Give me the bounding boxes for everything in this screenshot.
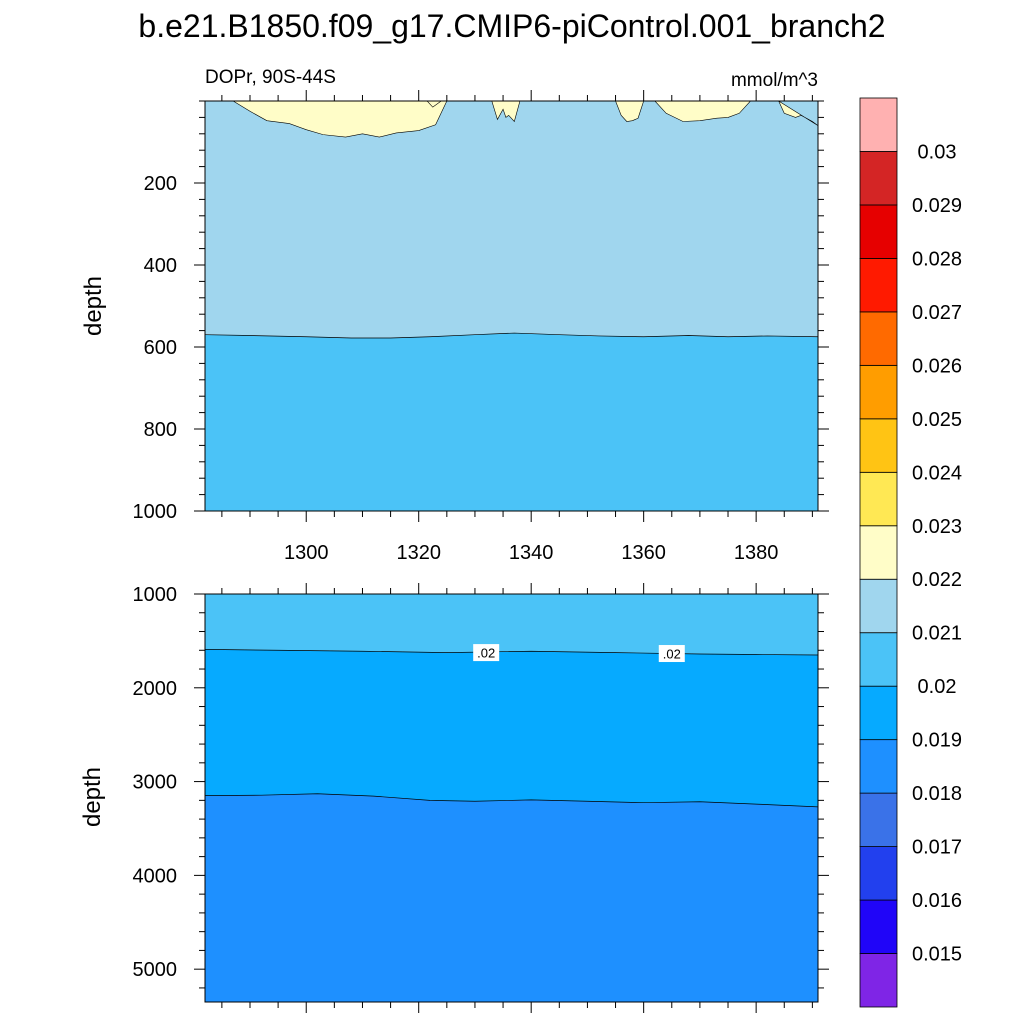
colorbar-swatch <box>859 899 898 954</box>
variable-region-label: DOPr, 90S-44S <box>205 67 336 88</box>
colorbar-label: 0.015 <box>912 944 962 966</box>
y-tick-label: 600 <box>144 337 177 359</box>
y-tick-label: 5000 <box>133 959 178 981</box>
y-tick-label: 2000 <box>133 678 178 700</box>
colorbar-swatch <box>859 685 898 741</box>
y-tick-label: 4000 <box>133 865 178 887</box>
fill-band-0p02 <box>205 333 818 511</box>
colorbar-swatch <box>859 632 898 687</box>
colorbar-label: 0.026 <box>912 355 962 377</box>
lower-y-axis-label: depth <box>79 767 106 827</box>
colorbar-swatch <box>859 578 898 634</box>
colorbar-label: 0.018 <box>912 783 962 805</box>
colorbar: 0.015 0.016 0.017 0.018 0.019 0.02 0.021 0.022 0… <box>859 97 962 1008</box>
surface-patch-2 <box>426 101 442 108</box>
contour-label-box <box>473 644 500 662</box>
colorbar-label: 0.02 <box>918 676 957 698</box>
surface-patch-3 <box>615 101 644 122</box>
units-label: mmol/m^3 <box>731 70 818 91</box>
colorbar-label: 0.022 <box>912 569 962 591</box>
plot-frame <box>204 593 819 1003</box>
colorbar-label: 0.017 <box>912 837 962 859</box>
colorbar-swatch <box>859 739 898 794</box>
fill-band-0p021 <box>205 101 818 338</box>
colorbar-label: 0.019 <box>912 730 962 752</box>
surface-patch-5 <box>778 101 818 126</box>
colorbar-swatch <box>859 97 898 152</box>
y-tick-label: 800 <box>144 419 177 441</box>
colorbar-swatch <box>859 953 898 1008</box>
x-tick-label: 1380 <box>734 542 779 564</box>
contour-label-box <box>658 645 685 663</box>
colorbar-swatch <box>859 204 898 259</box>
colorbar-label: 0.024 <box>912 462 962 484</box>
x-tick-label: 1340 <box>509 542 554 564</box>
y-tick-label: 3000 <box>133 772 178 794</box>
colorbar-label: 0.028 <box>912 248 962 270</box>
colorbar-swatch <box>859 846 898 901</box>
x-tick-label: 1320 <box>396 542 441 564</box>
colorbar-label: 0.021 <box>912 623 962 645</box>
upper-depth-panel: DOPr, 90S-44S mmol/m^3 depth 200 400 600 80… <box>80 67 829 564</box>
x-tick-label: 1300 <box>284 542 329 564</box>
y-tick-label: 200 <box>144 173 177 195</box>
figure-title: b.e21.B1850.f09_g17.CMIP6-piControl.001_… <box>138 8 885 44</box>
colorbar-label: 0.025 <box>912 409 962 431</box>
colorbar-swatch <box>859 258 898 313</box>
colorbar-swatch <box>859 792 898 847</box>
contour-label: .02 <box>663 647 681 662</box>
colorbar-label: 0.016 <box>912 890 962 912</box>
colorbar-swatch <box>859 418 898 473</box>
colorbar-label: 0.027 <box>912 302 962 324</box>
colorbar-label: 0.03 <box>918 141 957 163</box>
colorbar-swatch <box>859 311 898 366</box>
fill-band-0p018 <box>205 793 818 1002</box>
y-tick-label: 1000 <box>133 501 178 523</box>
surface-patch-1 <box>491 101 521 123</box>
surface-patch-4 <box>654 101 751 122</box>
x-tick-label: 1360 <box>621 542 666 564</box>
contour-label: .02 <box>477 646 495 661</box>
colorbar-label: 0.029 <box>912 195 962 217</box>
colorbar-swatch <box>859 151 898 206</box>
upper-y-axis-label: depth <box>80 276 107 336</box>
contour-line-0p019 <box>205 793 818 808</box>
fill-band-0p02 <box>205 594 818 655</box>
colorbar-swatch <box>859 364 898 420</box>
colorbar-swatch <box>859 471 898 527</box>
contour-line-0p02 <box>205 648 818 656</box>
fill-band-0p019 <box>205 649 818 807</box>
contour-line-0p021 <box>205 332 818 339</box>
lower-depth-panel: depth .02 .02 1000 2000 3000 4000 5000 <box>79 583 829 1013</box>
y-tick-label: 1000 <box>133 584 178 606</box>
colorbar-label: 0.023 <box>912 516 962 538</box>
y-tick-label: 400 <box>144 255 177 277</box>
colorbar-swatch <box>859 525 898 580</box>
plot-frame <box>204 100 819 512</box>
surface-patch-0 <box>232 101 448 138</box>
